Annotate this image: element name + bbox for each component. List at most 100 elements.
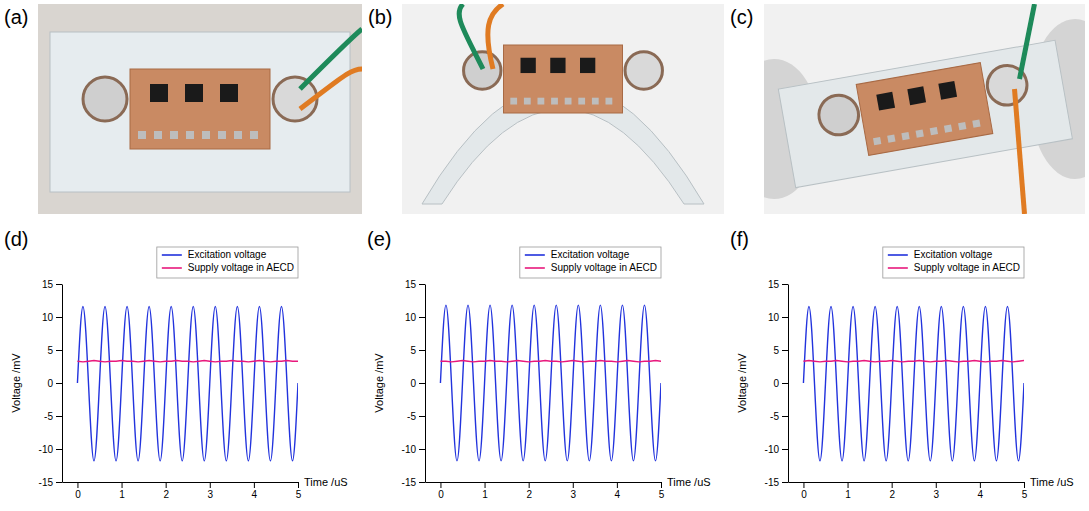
tick-mark — [166, 482, 167, 488]
x-axis: 0 1 2 3 4 5 — [63, 482, 302, 500]
tick-label: 0 — [438, 489, 444, 500]
pad — [510, 98, 517, 105]
pad — [901, 132, 909, 140]
chip — [580, 58, 595, 73]
wire — [459, 4, 483, 69]
tick: 1 — [845, 482, 851, 500]
tick-label: -5 — [407, 411, 416, 422]
tick-label: 1 — [119, 489, 125, 500]
chip — [150, 84, 168, 102]
pad — [551, 98, 558, 105]
tick-mark — [782, 284, 788, 285]
legend-label: Supply voltage in AECD — [188, 262, 294, 273]
tick: 5 — [659, 482, 665, 500]
panel-label: (d) — [4, 228, 28, 250]
tick-label: 3 — [570, 489, 576, 500]
photo-background — [38, 4, 362, 214]
tick-mark — [419, 416, 425, 417]
tick: 4 — [615, 482, 621, 500]
tick: 4 — [252, 482, 258, 500]
pad — [592, 98, 599, 105]
tick-label: -15 — [402, 477, 417, 488]
tick-mark — [782, 383, 788, 384]
legend-item: Supply voltage in AECD — [888, 262, 1020, 273]
tick: -10 — [402, 444, 425, 455]
tick-mark — [782, 317, 788, 318]
wire — [1020, 4, 1035, 79]
circuit-board — [504, 45, 623, 113]
photo — [764, 4, 1085, 214]
plot-area — [77, 306, 298, 460]
pad — [565, 98, 572, 105]
tick-mark — [980, 482, 981, 488]
legend-item: Excitation voltage — [525, 249, 630, 260]
legend: Excitation voltage Supply voltage in AECD — [520, 247, 661, 278]
tick-mark — [419, 317, 425, 318]
tick-mark — [661, 482, 662, 488]
pad — [250, 131, 258, 139]
tick-mark — [56, 482, 62, 483]
tick-label: 4 — [252, 489, 258, 500]
y-axis: -15-10-5051015 — [39, 279, 63, 488]
tick: 2 — [163, 482, 169, 500]
plot-area — [440, 305, 661, 461]
panel-label: (e) — [367, 228, 391, 250]
piezo-disc — [816, 92, 862, 138]
chip — [521, 58, 536, 73]
series-line — [77, 306, 298, 460]
pad — [538, 98, 545, 105]
tick: 0 — [75, 482, 81, 500]
tick: 3 — [207, 482, 213, 500]
pad — [170, 131, 178, 139]
tick-label: 4 — [978, 489, 984, 500]
tick-label: 1 — [482, 489, 488, 500]
series-line — [440, 305, 661, 461]
tick: 0 — [773, 378, 788, 389]
tick-label: 10 — [42, 312, 54, 323]
piezo-disc — [83, 77, 127, 121]
tick-mark — [210, 482, 211, 488]
pad — [186, 131, 194, 139]
tick-label: 0 — [773, 378, 779, 389]
tick: 15 — [768, 279, 788, 290]
wire — [488, 4, 503, 69]
piezo-disc — [464, 52, 501, 89]
chip — [220, 84, 238, 102]
tick-mark — [419, 350, 425, 351]
pad — [972, 119, 980, 127]
series-line — [803, 306, 1024, 460]
pad — [916, 129, 924, 137]
tick-mark — [782, 449, 788, 450]
legend-box — [883, 247, 1024, 278]
tick: 5 — [296, 482, 302, 500]
panel-label: (b) — [368, 6, 392, 28]
tick: 1 — [482, 482, 488, 500]
axis-line — [62, 285, 63, 483]
tick-label: -5 — [44, 411, 53, 422]
pad — [887, 134, 895, 142]
legend-label: Supply voltage in AECD — [551, 262, 657, 273]
pad — [154, 131, 162, 139]
tick-label: 5 — [296, 489, 302, 500]
tick: 5 — [47, 345, 62, 356]
tick-label: 2 — [889, 489, 895, 500]
chart-panel: (d)012345-15-10-5051015Time /uSVoltage /… — [4, 228, 348, 500]
x-axis-title: Time /uS — [667, 476, 711, 488]
tick-label: 5 — [410, 345, 416, 356]
chip — [185, 84, 203, 102]
tick-label: 0 — [801, 489, 807, 500]
y-axis-title: Voltage /mV — [736, 353, 748, 413]
legend-label: Excitation voltage — [551, 249, 630, 260]
photo-background — [402, 4, 724, 214]
series-line — [77, 361, 298, 362]
tick-label: 0 — [47, 378, 53, 389]
tick: -15 — [765, 477, 788, 488]
tick-label: 15 — [42, 279, 54, 290]
chart-panel: (e)012345-15-10-5051015Time /uSVoltage /… — [367, 228, 711, 500]
figure: (a)(b)(c)(d)012345-15-10-5051015Time /uS… — [0, 0, 1089, 511]
tick-label: -15 — [765, 477, 780, 488]
photo — [38, 4, 362, 214]
y-axis-title: Voltage /mV — [10, 353, 22, 413]
legend-label: Supply voltage in AECD — [914, 262, 1020, 273]
panel-label: (a) — [4, 6, 28, 28]
